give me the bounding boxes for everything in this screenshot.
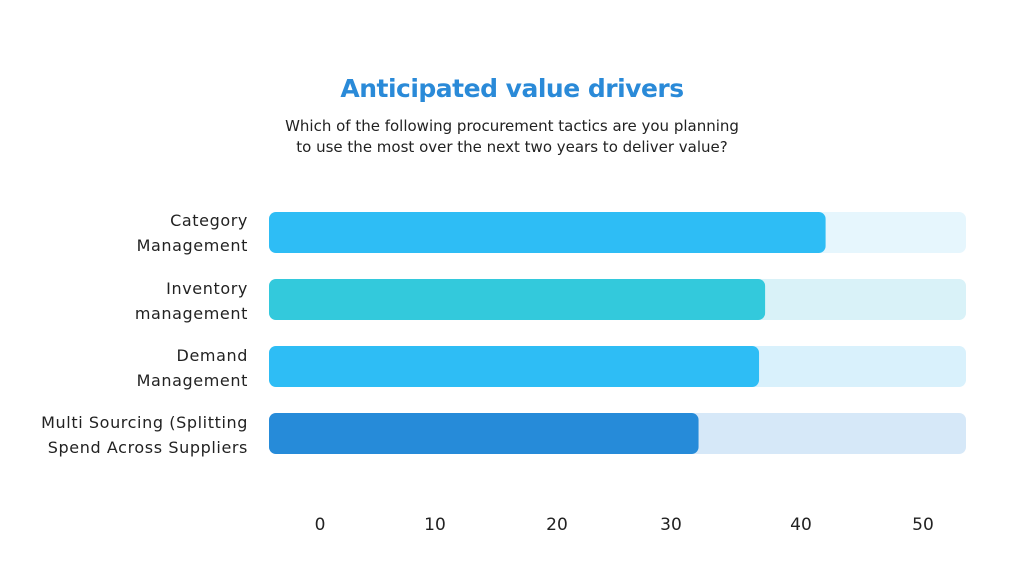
x-tick-label: 20 [546, 515, 568, 535]
category-label: Inventory management [20, 276, 248, 326]
category-label-line: Spend Across Suppliers [47, 438, 248, 457]
bar [269, 212, 826, 253]
category-label: Category Management [20, 208, 248, 258]
bar [269, 279, 766, 320]
category-label-line: Demand [176, 346, 248, 365]
category-label-line: management [134, 304, 248, 323]
x-tick-label: 10 [424, 515, 446, 535]
category-label-line: Management [136, 371, 248, 390]
category-label-line: Category [170, 211, 248, 230]
chart-title: Anticipated value drivers [340, 74, 684, 103]
category-label-line: Management [136, 236, 248, 255]
x-tick-label: 40 [790, 515, 812, 535]
x-tick-label: 0 [315, 515, 326, 535]
chart-subtitle-line: to use the most over the next two years … [296, 138, 728, 156]
x-tick-label: 30 [660, 515, 682, 535]
category-label: Multi Sourcing (Splitting Spend Across S… [20, 410, 248, 460]
x-tick-label: 50 [912, 515, 934, 535]
category-label: Demand Management [20, 343, 248, 393]
category-label-line: Multi Sourcing (Splitting [41, 413, 248, 432]
chart-subtitle-line: Which of the following procurement tacti… [285, 117, 739, 135]
bar [269, 413, 699, 454]
bar [269, 346, 760, 387]
chart-subtitle: Which of the following procurement tacti… [262, 116, 762, 158]
category-label-line: Inventory [166, 279, 248, 298]
